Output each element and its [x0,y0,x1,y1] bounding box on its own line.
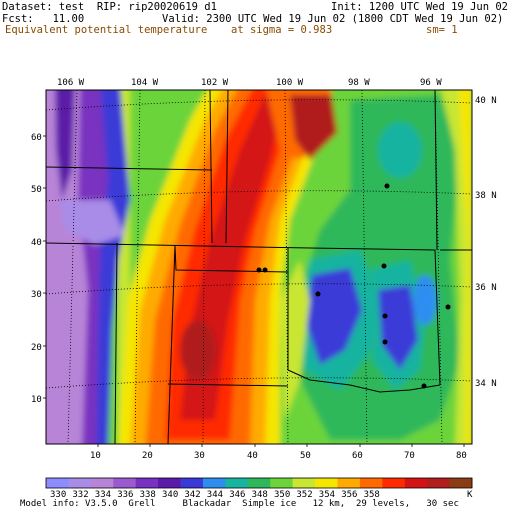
colorbar-swatch [90,478,114,488]
y-tick-label: 60 [31,133,42,143]
lat-label: 34 N [475,379,497,389]
smoothing-label: sm= 1 [426,24,458,36]
state-boundaries [45,89,472,445]
colorbar-frame [45,477,473,489]
dataset-line: Dataset: test RIP: rip20020619 d1 [2,1,217,13]
x-tick-label: 10 [90,451,101,461]
colorbar-value: 334 [95,490,111,500]
colorbar-swatch [68,478,92,488]
latitude-labels: 40 N 38 N 36 N 34 N [475,96,497,389]
colorbar-value: 342 [184,490,200,500]
colorbar-value: 344 [207,490,223,500]
model-info: Model info: V3.5.0 Grell Blackadar Simpl… [20,499,459,509]
colorbar-swatch [202,478,226,488]
x-tick-label: 40 [247,451,258,461]
colorbar-swatch [382,478,406,488]
x-tick-label: 80 [456,451,467,461]
x-tick-label: 60 [352,451,363,461]
y-tick-label: 40 [31,238,42,248]
colorbar-swatch [337,478,361,488]
forecast-line: Fcst: 11.00 [2,13,85,25]
init-line: Init: 1200 UTC Wed 19 Jun 02 [331,1,509,13]
theta-e-field [46,90,472,444]
colorbar-value: 338 [140,490,156,500]
x-tick-label: 50 [300,451,311,461]
colorbar-swatch [158,478,182,488]
longitude-labels: 106 W 104 W 102 W 100 W 98 W 96 W [57,78,442,88]
colorbar-swatch [449,478,473,488]
colorbar-swatch [225,478,249,488]
colorbar-unit: K [467,490,473,500]
lat-label: 36 N [475,283,497,293]
y-tick-label: 50 [31,185,42,195]
field-name: Equivalent potential temperature [5,24,208,36]
y-axis-ticks: 10 20 30 40 50 60 [31,133,42,405]
lon-label: 106 W [57,78,85,88]
colorbar-value: 358 [364,490,380,500]
station-markers [256,183,451,389]
lat-label: 38 N [475,191,497,201]
valid-line: Valid: 2300 UTC Wed 19 Jun 02 (1800 CDT … [162,13,504,25]
x-tick-label: 30 [194,451,205,461]
lon-label: 98 W [348,78,370,88]
x-axis-ticks: 10 20 30 40 50 60 70 80 [90,451,467,461]
colorbar-value: 336 [117,490,133,500]
y-tick-label: 10 [31,395,42,405]
colorbar-value: 346 [229,490,245,500]
colorbar-swatch [180,478,204,488]
colorbar-swatch [404,478,428,488]
colorbar-value: 340 [162,490,178,500]
colorbar-swatch [359,478,383,488]
colorbar-swatch [46,478,69,488]
colorbar-value: 350 [274,490,290,500]
colorbar-labels: 330 332 334 336 338 340 342 344 346 348 350 352 354 3… [50,490,380,500]
colorbar-swatch [135,478,159,488]
colorbar-value: 330 [50,490,66,500]
colorbar-value: 348 [252,490,268,500]
colorbar-swatch [113,478,137,488]
lon-label: 104 W [131,78,159,88]
colorbar [46,478,473,488]
colorbar-swatch [270,478,294,488]
y-tick-label: 20 [31,343,42,353]
sigma-label: at sigma = 0.983 [231,24,333,36]
x-tick-label: 20 [142,451,153,461]
x-tick-label: 70 [404,451,415,461]
lon-label: 96 W [420,78,442,88]
colorbar-value: 352 [296,490,312,500]
y-tick-label: 30 [31,290,42,300]
lat-label: 40 N [475,96,497,106]
colorbar-value: 332 [72,490,88,500]
lon-label: 102 W [201,78,229,88]
colorbar-swatch [247,478,271,488]
colorbar-swatch [427,478,451,488]
map-frame [45,89,473,445]
colorbar-swatch [315,478,338,488]
colorbar-swatch [292,478,316,488]
frame-tick-marks [43,135,465,447]
colorbar-value: 354 [319,490,335,500]
colorbar-value: 356 [341,490,357,500]
lat-lon-grid [45,89,473,445]
lon-label: 100 W [276,78,304,88]
